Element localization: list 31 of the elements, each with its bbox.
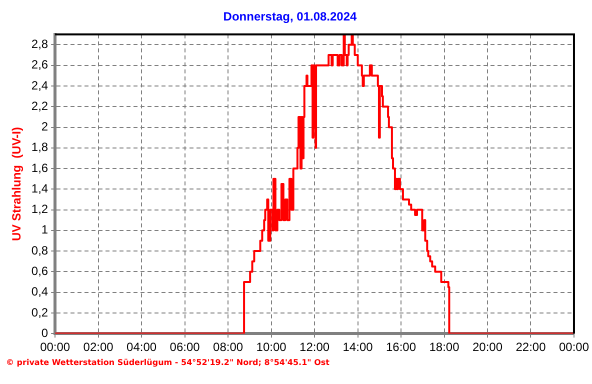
y-tick-label: 2,6 — [31, 58, 48, 72]
y-tick-label: 0,6 — [31, 264, 48, 278]
y-tick-label: 2 — [41, 120, 48, 134]
text: © private Wetterstation Süderlügum - 54°52'19.2" Nord; 8°54'45.1" Ost — [6, 358, 330, 367]
y-tick-label: 0,2 — [31, 305, 48, 320]
x-tick-label: 00:00 — [40, 340, 70, 354]
x-tick-label: 00:00 — [558, 340, 590, 354]
y-tick-label: 2,4 — [31, 78, 48, 92]
x-tick-label: 12:00 — [300, 340, 330, 354]
y-tick-label: 0 — [41, 326, 48, 340]
x-tick-label: 20:00 — [472, 340, 503, 354]
x-tick-label: 14:00 — [342, 340, 374, 354]
x-tick-label: 22:00 — [516, 340, 546, 354]
x-tick-label: 16:00 — [386, 340, 416, 354]
y-axis-title: UV Strahlung (UV-I) — [10, 126, 24, 241]
y-tick-label: 1 — [41, 222, 48, 237]
y-tick-label: 0,8 — [31, 243, 48, 258]
x-tick-label: 18:00 — [429, 340, 460, 354]
x-tick-label: 08:00 — [213, 340, 244, 354]
y-tick-label: 0,4 — [31, 284, 48, 299]
x-tick-label: 10:00 — [256, 340, 287, 354]
chart-title: Donnerstag, 01.08.2024 — [223, 10, 358, 24]
y-tick-label: 2,2 — [31, 98, 48, 113]
y-tick-label: 1,6 — [31, 160, 48, 175]
y-tick-label: 1,2 — [31, 202, 48, 216]
y-tick-label: 1,4 — [31, 181, 48, 196]
x-tick-label: 06:00 — [170, 340, 200, 354]
y-tick-label: 2,8 — [31, 37, 48, 52]
y-tick-label: 1,8 — [31, 140, 48, 154]
x-tick-label: 04:00 — [126, 340, 157, 354]
x-tick-label: 02:00 — [83, 340, 114, 354]
